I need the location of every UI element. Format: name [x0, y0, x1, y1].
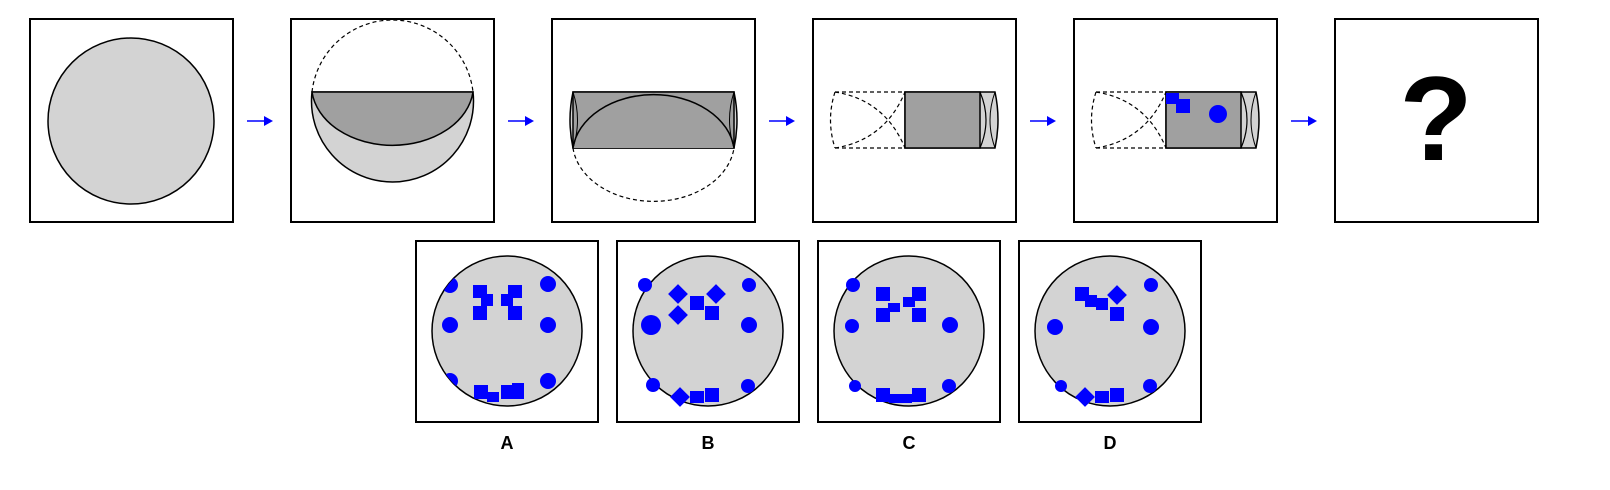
- arrow-icon: [247, 116, 273, 126]
- step-4-panel: [812, 18, 1017, 223]
- arrow-icon: [508, 116, 534, 126]
- square-hole: [1166, 93, 1179, 104]
- side-edge: [729, 91, 735, 149]
- arrow-icon: [769, 116, 795, 126]
- folded-flap: [572, 93, 735, 149]
- option-a[interactable]: A: [415, 240, 599, 453]
- paper-circle: [47, 37, 215, 205]
- fold-edge: [979, 91, 987, 149]
- option-label: D: [1104, 433, 1117, 453]
- holes: [1047, 278, 1159, 407]
- folded-flap: [311, 91, 474, 147]
- side-edge: [989, 91, 996, 149]
- option-label: A: [501, 433, 514, 453]
- unfolded-circle: [431, 255, 583, 407]
- square-hole: [1176, 99, 1190, 113]
- step-2-panel: [290, 18, 495, 223]
- step-5-panel: [1073, 18, 1278, 223]
- step-1-panel: [29, 18, 234, 223]
- folded-layers: [904, 91, 981, 149]
- holes: [845, 278, 958, 403]
- step-6-frame: [1334, 18, 1539, 223]
- side-edge: [572, 91, 578, 149]
- step-6-panel: ?: [1334, 18, 1539, 223]
- arrow-icon: [1030, 116, 1056, 126]
- option-b[interactable]: B: [616, 240, 800, 453]
- holes: [638, 278, 757, 407]
- folded-layers: [1165, 91, 1242, 149]
- punched-holes: [1166, 93, 1227, 123]
- original-edge-dashed: [829, 91, 906, 149]
- circle-hole: [1209, 105, 1227, 123]
- step-3-panel: [551, 18, 756, 223]
- option-c[interactable]: C: [817, 240, 1001, 453]
- question-mark: ?: [1399, 52, 1472, 186]
- holes: [442, 276, 556, 402]
- original-edge-dashed: [572, 147, 735, 202]
- arrow-icon: [1291, 116, 1317, 126]
- option-d[interactable]: D: [1018, 240, 1202, 453]
- side-edge: [1250, 91, 1257, 149]
- option-label: C: [903, 433, 916, 453]
- unfolded-circle: [1034, 255, 1186, 407]
- fold-edge: [1240, 91, 1248, 149]
- unfolded-circle: [833, 255, 985, 407]
- original-edge-dashed: [1090, 91, 1167, 149]
- option-label: B: [702, 433, 715, 453]
